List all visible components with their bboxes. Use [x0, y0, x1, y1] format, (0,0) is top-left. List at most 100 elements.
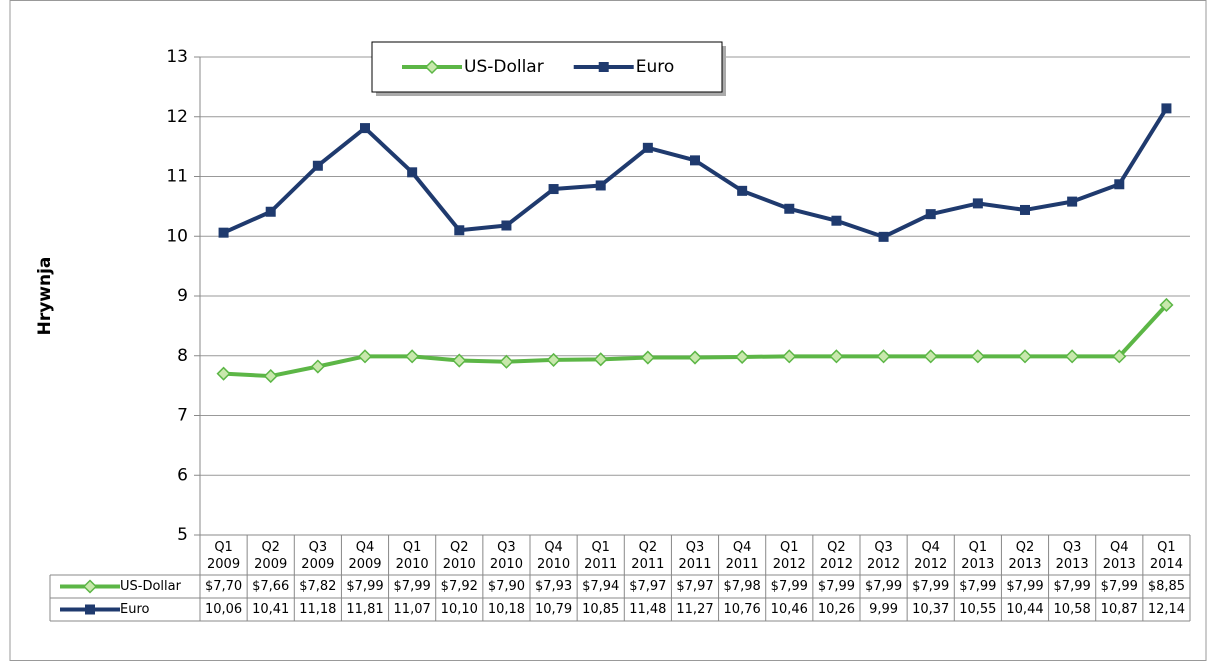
table-cell: 10,79: [535, 602, 572, 617]
table-cell: 10,41: [252, 602, 289, 617]
data-point: [1114, 179, 1125, 190]
data-point: [360, 123, 370, 134]
data-point: [216, 366, 231, 381]
table-cell: 10,55: [959, 602, 996, 617]
table-cell: 11,27: [676, 602, 713, 617]
legend-label: Euro: [636, 57, 675, 77]
x-tick-label: Q3 2013: [1056, 540, 1089, 572]
data-point: [640, 350, 655, 365]
table-cell: $7,98: [724, 579, 761, 594]
table-cell: 10,44: [1006, 602, 1043, 617]
data-point: [970, 349, 985, 364]
data-point: [829, 349, 844, 364]
table-cell: $7,94: [582, 579, 619, 594]
y-tick-label: 13: [166, 47, 188, 67]
data-point: [687, 350, 703, 365]
x-tick-label: Q3 2010: [490, 540, 523, 572]
table-cell: $7,70: [205, 579, 242, 594]
data-point: [593, 352, 608, 367]
table-cell: $7,99: [865, 579, 902, 594]
table-cell: $7,66: [252, 579, 289, 594]
data-point: [642, 142, 653, 153]
table-legend-marker: [82, 579, 98, 594]
table-cell: $8,85: [1148, 579, 1185, 594]
data-point: [784, 203, 795, 214]
data-point: [265, 206, 276, 217]
series-line: [223, 303, 1168, 379]
table-cell: 11,81: [346, 602, 383, 617]
table-cell: 10,06: [205, 602, 242, 617]
table-cell: $7,97: [629, 579, 666, 594]
data-point: [782, 349, 797, 364]
table-cell: $7,99: [394, 579, 431, 594]
y-axis-label: Hrywnja: [35, 257, 55, 336]
x-tick-label: Q4 2010: [537, 540, 570, 572]
data-point: [218, 227, 229, 238]
table-cell: $7,99: [1006, 579, 1043, 594]
x-tick-label: Q1 2013: [961, 540, 994, 572]
data-point: [972, 198, 983, 209]
table-cell: $7,99: [818, 579, 855, 594]
x-tick-label: Q4 2011: [726, 540, 759, 572]
table-cell: $7,97: [676, 579, 713, 594]
x-tick-label: Q3 2011: [678, 540, 711, 572]
legend-marker: [598, 62, 609, 72]
data-point: [1161, 103, 1172, 114]
data-point: [1065, 349, 1080, 364]
table-cell: 10,37: [912, 602, 949, 617]
table-cell: $7,82: [299, 579, 336, 594]
x-tick-label: Q3 2009: [301, 540, 334, 572]
table-cell: $7,99: [912, 579, 949, 594]
x-tick-label: Q2 2010: [443, 540, 476, 572]
table-cell: 10,26: [818, 602, 855, 617]
data-point: [737, 185, 748, 196]
table-cell: 10,18: [488, 602, 525, 617]
data-point: [452, 353, 467, 368]
data-point: [1159, 297, 1174, 313]
data-point: [546, 352, 561, 367]
table-cell: 10,76: [724, 602, 761, 617]
x-tick-label: Q1 2012: [773, 540, 806, 572]
y-tick-label: 11: [166, 167, 188, 187]
x-tick-label: Q1 2011: [584, 540, 617, 572]
x-tick-label: Q2 2011: [631, 540, 664, 572]
y-tick-label: 9: [177, 286, 188, 306]
data-point: [407, 167, 418, 178]
data-point: [923, 349, 938, 364]
x-tick-label: Q4 2012: [914, 540, 947, 572]
data-point: [501, 220, 512, 231]
y-tick-label: 12: [166, 107, 188, 127]
y-tick-label: 8: [177, 346, 188, 366]
table-cell: $7,99: [346, 579, 383, 594]
table-cell: 10,10: [441, 602, 478, 617]
y-tick-label: 5: [177, 525, 188, 545]
x-tick-label: Q4 2009: [348, 540, 381, 572]
data-point: [312, 160, 323, 171]
table-cell: 11,48: [629, 602, 666, 617]
data-point: [876, 349, 891, 364]
legend-marker: [424, 59, 440, 75]
data-point: [263, 369, 278, 384]
data-point: [499, 354, 514, 369]
data-point: [1112, 349, 1127, 364]
y-tick-label: 10: [166, 226, 188, 246]
data-point: [1020, 204, 1030, 215]
data-point: [735, 349, 750, 365]
table-cell: $7,90: [488, 579, 525, 594]
y-tick-label: 7: [177, 406, 188, 426]
legend-label: US-Dollar: [464, 57, 544, 77]
chart-border: [9, 0, 1207, 661]
table-cell: 10,46: [771, 602, 808, 617]
table-cell: $7,99: [959, 579, 996, 594]
data-point: [310, 359, 325, 374]
x-tick-label: Q4 2013: [1103, 540, 1136, 572]
table-cell: 11,07: [394, 602, 431, 617]
table-cell: 10,58: [1054, 602, 1091, 617]
data-point: [925, 209, 936, 220]
data-point: [1017, 349, 1033, 364]
x-tick-label: Q1 2014: [1150, 540, 1183, 572]
x-tick-label: Q2 2013: [1008, 540, 1041, 572]
data-point: [831, 215, 842, 226]
table-cell: $7,99: [1101, 579, 1138, 594]
table-cell: 9,99: [869, 602, 898, 617]
